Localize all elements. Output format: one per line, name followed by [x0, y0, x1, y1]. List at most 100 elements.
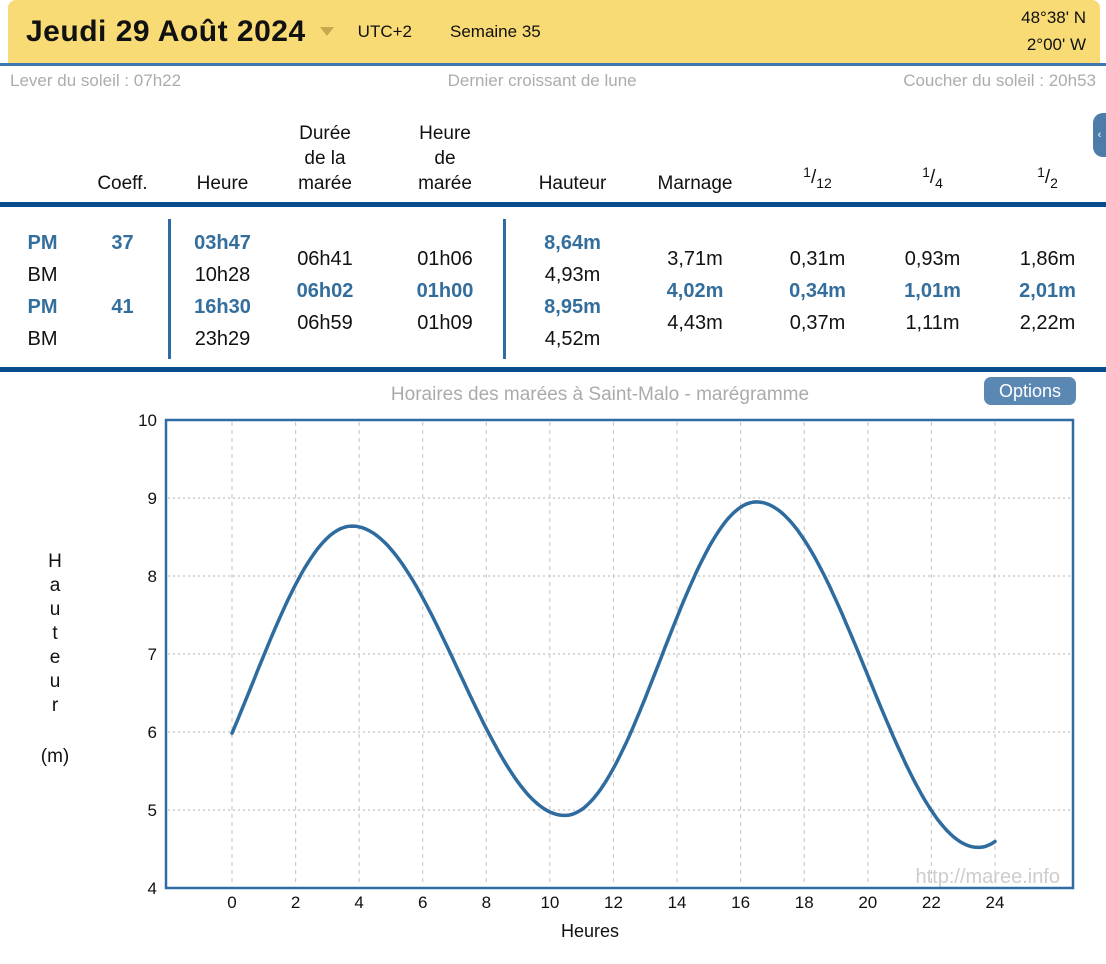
date-selector[interactable]: Jeudi 29 Août 2024: [26, 15, 334, 49]
maregramme-section: Options Horaires des marées à Saint-Malo…: [0, 372, 1106, 963]
tide-douzieme: 0,34m: [789, 279, 846, 302]
svg-text:5: 5: [148, 801, 157, 820]
tide-heure-maree: 01h09: [417, 311, 473, 334]
tide-coeff: 37: [111, 231, 134, 254]
col-header-duree: Durée de la marée: [298, 123, 352, 194]
svg-text:4: 4: [148, 879, 157, 898]
sun-moon-row: Lever du soleil : 07h22 Dernier croissan…: [0, 66, 1106, 96]
tide-hauteur: 4,52m: [544, 327, 601, 350]
col-header-1-2: 1/2: [1037, 164, 1058, 191]
svg-text:(m): (m): [41, 746, 69, 767]
col-header-1-4: 1/4: [922, 164, 943, 191]
plot-border: [164, 418, 1075, 890]
svg-text:6: 6: [148, 723, 157, 742]
table-header-divider: [0, 202, 1106, 207]
tide-hauteur: 8,64m: [544, 231, 601, 254]
table-separator-left: [168, 219, 171, 359]
col-header-1-12: 1/12: [803, 164, 832, 191]
chart-title: Horaires des marées à Saint-Malo - marég…: [391, 384, 809, 405]
tide-demi: 1,86m: [1019, 247, 1076, 270]
tide-heure: 23h29: [194, 327, 251, 350]
options-button[interactable]: Options: [984, 377, 1076, 405]
svg-text:H: H: [48, 551, 62, 572]
tide-marnage: 3,71m: [667, 247, 723, 270]
tide-type: BM: [27, 263, 58, 286]
tide-douzieme: 0,31m: [789, 247, 846, 270]
svg-text:2: 2: [291, 893, 300, 912]
svg-text:4: 4: [354, 893, 363, 912]
tide-table-header: Coeff. Heure Durée de la marée Heure de …: [0, 96, 1106, 202]
chevron-left-icon: ‹: [1097, 129, 1102, 141]
svg-text:24: 24: [985, 893, 1004, 912]
tide-demi: 2,01m: [1019, 279, 1076, 302]
coordinates: 48°38' N 2°00' W: [1021, 5, 1086, 58]
header-divider: [0, 63, 1106, 66]
tide-heure: 03h47: [194, 231, 251, 254]
maregramme-chart: Horaires des marées à Saint-Malo - marég…: [41, 384, 1075, 941]
svg-text:8: 8: [482, 893, 491, 912]
svg-text:a: a: [50, 575, 61, 596]
svg-text:r: r: [52, 695, 59, 716]
chart-section-divider: [0, 367, 1106, 372]
sunset-label: Coucher du soleil : 20h53: [903, 71, 1096, 90]
svg-text:6: 6: [418, 893, 427, 912]
watermark: http://maree.info: [915, 866, 1060, 888]
tide-quart: 0,93m: [904, 247, 961, 270]
x-axis-label: Heures: [561, 921, 619, 941]
tide-coeff: 41: [111, 295, 134, 318]
svg-text:18: 18: [795, 893, 814, 912]
svg-text:u: u: [50, 599, 61, 620]
col-header-marnage: Marnage: [657, 173, 733, 194]
tide-type: PM: [27, 295, 58, 318]
svg-text:10: 10: [540, 893, 559, 912]
moon-phase-label: Dernier croissant de lune: [447, 71, 637, 90]
tide-hauteur: 4,93m: [544, 263, 601, 286]
svg-text:16: 16: [731, 893, 750, 912]
tide-curve: [230, 500, 997, 850]
tide-heure: 10h28: [194, 263, 251, 286]
week-label: Semaine 35: [450, 21, 541, 41]
col-header-heure: Heure: [196, 173, 249, 194]
tide-marnage: 4,43m: [667, 311, 723, 334]
tide-hauteur: 8,95m: [544, 295, 601, 318]
tide-heure: 16h30: [194, 295, 251, 318]
tide-heure-maree: 01h00: [416, 279, 474, 302]
latitude: 48°38' N: [1021, 8, 1086, 28]
longitude: 2°00' W: [1026, 34, 1086, 54]
tide-type: PM: [27, 231, 58, 254]
tide-table-body: PM 37 03h47 8,64m BM 10h28 4,93m PM 41 16h30 8,95m…: [0, 207, 1106, 367]
tide-quart: 1,01m: [904, 279, 961, 302]
table-separator-right: [503, 219, 506, 359]
tide-quart: 1,11m: [905, 311, 960, 334]
sunrise-label: Lever du soleil : 07h22: [10, 71, 182, 90]
chart-gridlines: [168, 422, 1071, 886]
tide-duree: 06h02: [296, 279, 354, 302]
side-panel-toggle[interactable]: ‹: [1093, 113, 1106, 157]
chevron-down-icon[interactable]: [319, 27, 334, 36]
timezone-label: UTC+2: [357, 21, 412, 41]
svg-text:22: 22: [922, 893, 941, 912]
col-header-coeff: Coeff.: [97, 173, 148, 194]
svg-text:20: 20: [858, 893, 877, 912]
svg-text:14: 14: [668, 893, 687, 912]
svg-text:12: 12: [604, 893, 623, 912]
svg-text:0: 0: [227, 893, 236, 912]
y-axis-label: Hauteur(m): [41, 551, 69, 767]
svg-text:7: 7: [148, 645, 157, 664]
svg-text:u: u: [50, 671, 61, 692]
date-header: Jeudi 29 Août 2024 UTC+2 Semaine 35 48°3…: [8, 0, 1100, 63]
tide-duree: 06h41: [297, 247, 353, 270]
tide-duree: 06h59: [297, 311, 353, 334]
tide-demi: 2,22m: [1019, 311, 1076, 334]
svg-text:10: 10: [138, 411, 157, 430]
tide-heure-maree: 01h06: [417, 247, 473, 270]
col-header-heure-maree: Heure de marée: [418, 123, 472, 194]
page-title: Jeudi 29 Août 2024: [26, 14, 306, 48]
tide-type: BM: [27, 327, 58, 350]
svg-text:t: t: [52, 623, 58, 644]
tide-douzieme: 0,37m: [789, 311, 846, 334]
svg-text:8: 8: [148, 567, 157, 586]
svg-text:9: 9: [148, 489, 157, 508]
col-header-hauteur: Hauteur: [538, 173, 607, 194]
svg-text:e: e: [50, 647, 61, 668]
